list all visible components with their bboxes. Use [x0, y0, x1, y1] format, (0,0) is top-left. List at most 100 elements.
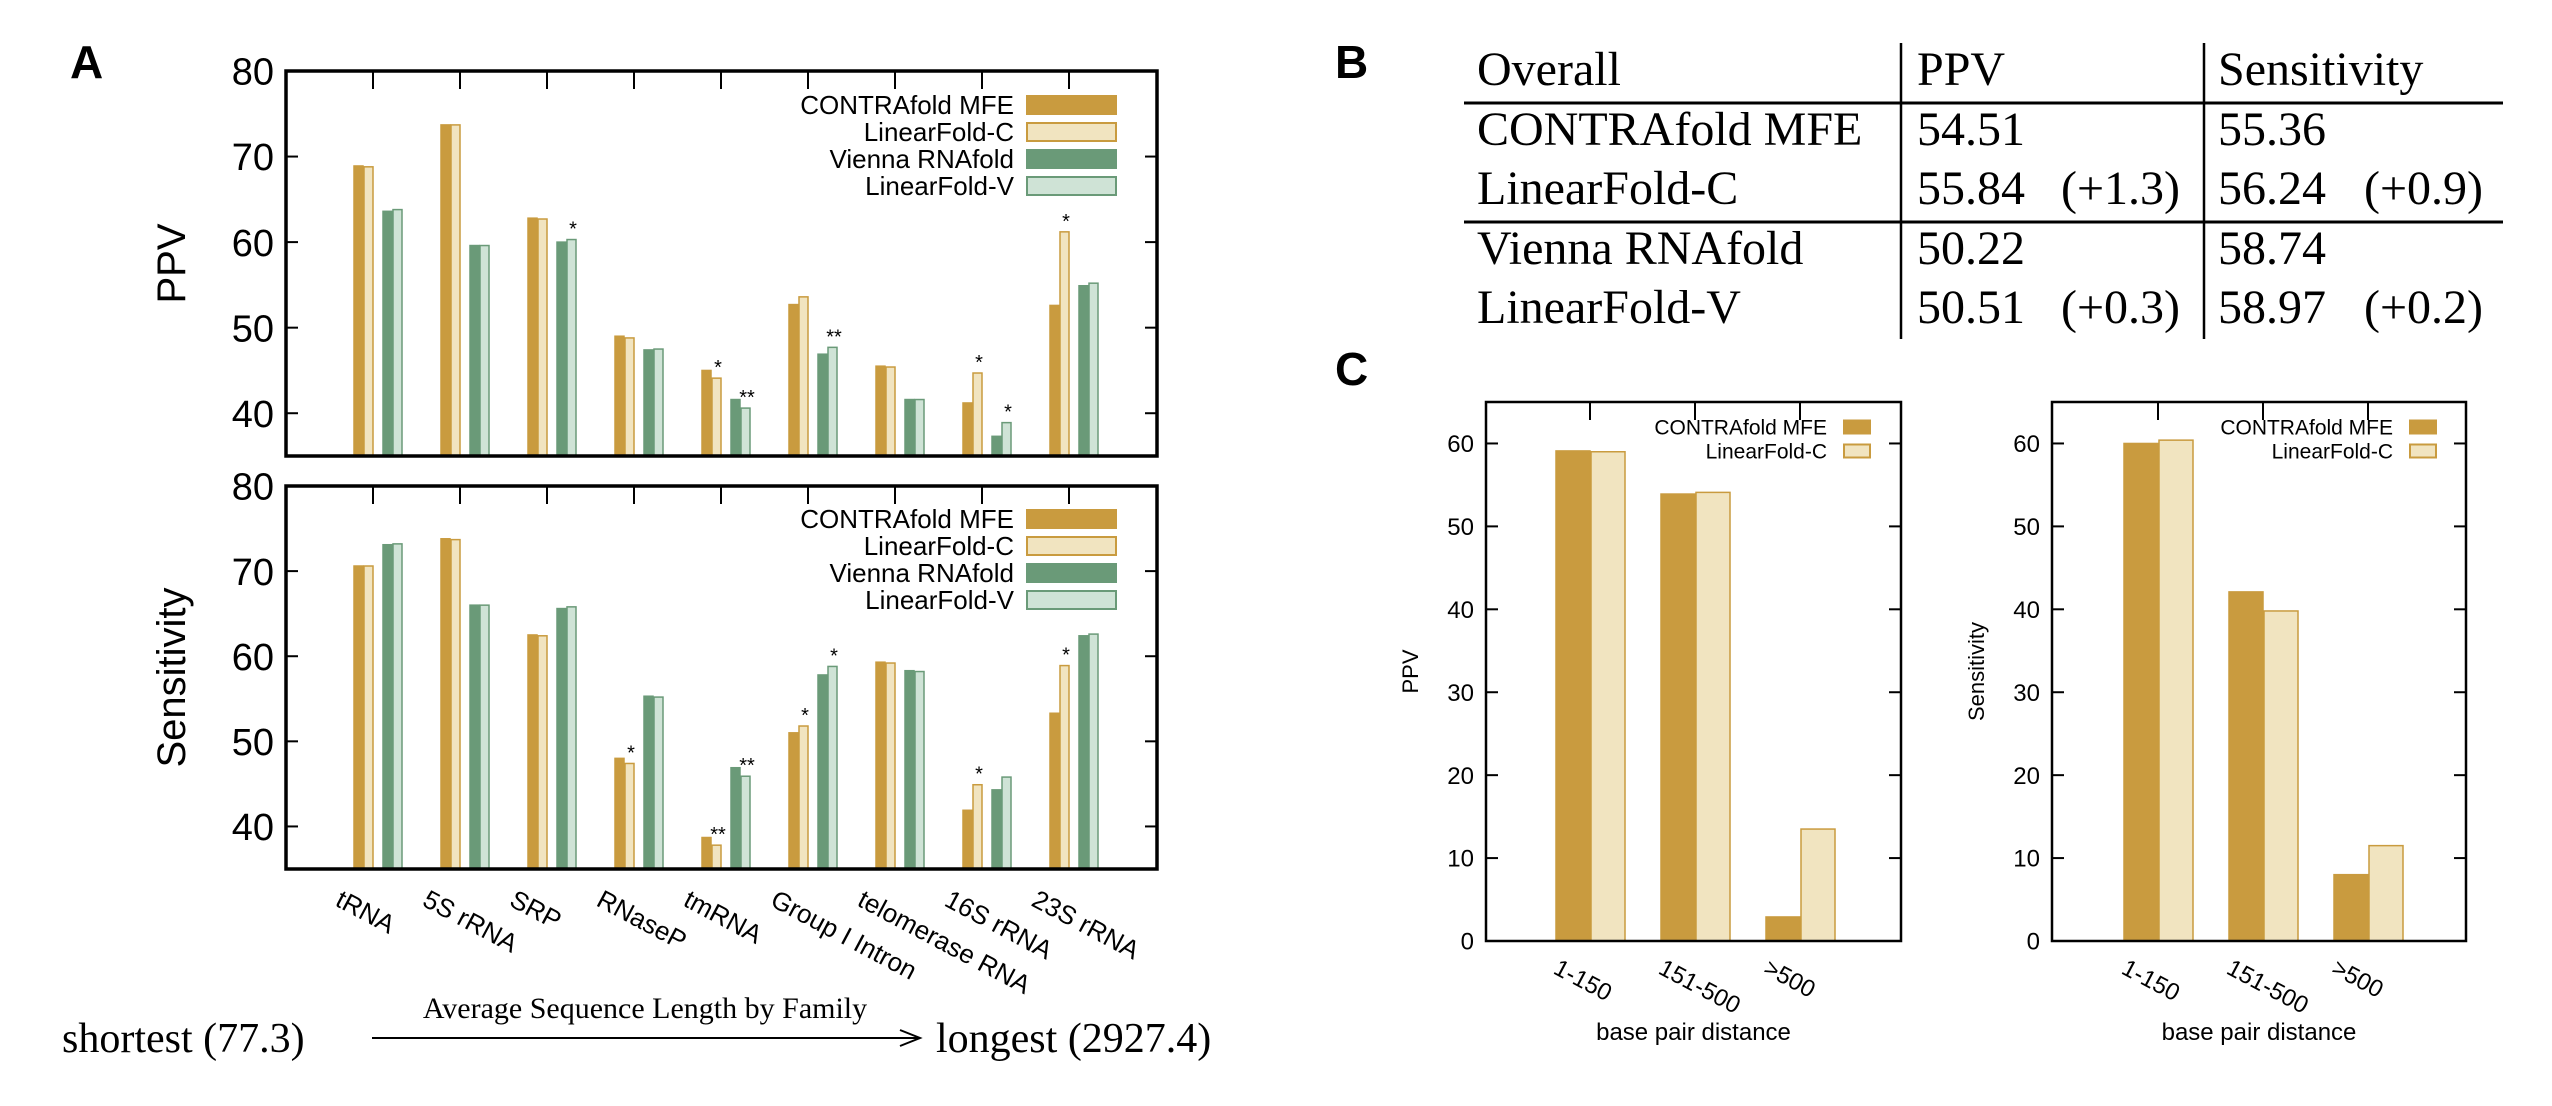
y-tick-label: 20 [2013, 763, 2040, 790]
bar [1078, 284, 1089, 457]
bar [353, 565, 364, 870]
shortest-label: shortest (77.3) [62, 1016, 305, 1062]
y-tick-label: 10 [1447, 846, 1474, 873]
legend-swatch [2409, 443, 2437, 459]
arrow-head-icon [899, 1029, 923, 1047]
bar [1088, 633, 1099, 870]
bar [392, 543, 403, 870]
x-tick-label: >500 [2327, 954, 2387, 1003]
legend-swatch [1843, 443, 1871, 459]
bar [740, 775, 751, 870]
bar [798, 296, 809, 457]
y-tick-label: 80 [232, 52, 274, 94]
legend-label: Vienna RNAfold [829, 558, 1014, 588]
significance-marker: * [801, 705, 809, 727]
bar [827, 346, 838, 457]
bar [740, 407, 751, 457]
bar [962, 809, 973, 870]
bar [363, 166, 374, 457]
ppv-value: 50.51 [1917, 281, 2025, 334]
overall-table: Overall PPV Sensitivity CONTRAfold MFE 5… [1464, 43, 2503, 339]
y-tick-label: 40 [1447, 597, 1474, 624]
bar [1049, 304, 1060, 457]
ppv-delta: (+1.3) [2061, 162, 2180, 215]
sensitivity-by-distance-chart: 0 10 20 30 40 50 60 1-150 151-500 >500 Sensitivity… [1964, 400, 2468, 1046]
y-axis-label: PPV [1398, 649, 1423, 693]
legend-label: CONTRAfold MFE [2220, 416, 2393, 439]
sequence-length-axis: shortest (77.3) Average Sequence Length … [62, 992, 1211, 1062]
significance-marker: * [714, 357, 722, 379]
y-tick-label: 0 [1461, 929, 1474, 956]
bar [1590, 451, 1626, 942]
ppv-value: 54.51 [1917, 103, 2025, 156]
y-tick-label: 70 [232, 137, 274, 179]
x-tick-label: Group I Intron [766, 884, 922, 986]
legend-label: LinearFold-C [1706, 440, 1827, 463]
method-name: LinearFold-C [1477, 162, 1738, 215]
significance-marker: ** [739, 387, 755, 409]
ppv-value: 55.84 [1917, 162, 2025, 215]
bar [1800, 828, 1836, 942]
bar [469, 604, 480, 870]
significance-marker: * [569, 219, 577, 241]
bar [1078, 635, 1089, 870]
significance-marker: * [975, 764, 983, 786]
legend-label: LinearFold-C [864, 531, 1014, 561]
legend-swatch [1026, 590, 1117, 610]
bar [991, 789, 1002, 870]
bar [2228, 591, 2264, 942]
panel-label-a: A [70, 36, 103, 88]
bar [363, 565, 374, 870]
x-tick-label: tRNA [331, 884, 401, 940]
method-name: CONTRAfold MFE [1477, 103, 1862, 156]
bar [1059, 231, 1070, 457]
legend-swatch [1026, 149, 1117, 169]
bar [730, 766, 741, 870]
sensitivity-value: 58.74 [2218, 222, 2326, 275]
significance-marker: * [975, 352, 983, 374]
bar [614, 757, 625, 870]
y-tick-label: 50 [1447, 514, 1474, 541]
length-caption: Average Sequence Length by Family [423, 992, 867, 1025]
bar [479, 604, 490, 870]
y-tick-label: 60 [232, 637, 274, 679]
legend-label: CONTRAfold MFE [1654, 416, 1827, 439]
legend-swatch [1026, 176, 1117, 196]
y-tick-label: 70 [232, 552, 274, 594]
x-tick-label: 5S rRNA [418, 884, 523, 959]
bar [875, 661, 886, 870]
table-row: CONTRAfold MFE 54.51 55.36 [1477, 103, 2326, 156]
significance-marker: ** [826, 326, 842, 348]
bar [711, 377, 722, 457]
y-tick-label: 50 [232, 722, 274, 764]
y-axis-label: Sensitivity [1964, 622, 1989, 721]
bar [817, 353, 828, 457]
bar [382, 210, 393, 457]
bar [556, 607, 567, 870]
panel-label-b: B [1335, 36, 1368, 88]
bar [537, 635, 548, 870]
legend-label: CONTRAfold MFE [800, 504, 1014, 534]
bar [1660, 493, 1696, 942]
bar [1695, 491, 1731, 942]
legend-swatch [2409, 419, 2437, 435]
bar [2333, 873, 2369, 942]
x-tick-label: tmRNA [679, 884, 768, 950]
method-name: LinearFold-V [1477, 281, 1741, 334]
bar [2368, 844, 2404, 942]
x-tick-label: >500 [1759, 954, 1819, 1003]
bar [353, 165, 364, 457]
bar [817, 674, 828, 870]
bar [440, 538, 451, 870]
y-tick-label: 40 [232, 807, 274, 849]
legend-label: LinearFold-C [864, 117, 1014, 147]
bar [2123, 442, 2159, 942]
bar [566, 606, 577, 870]
bar [440, 124, 451, 457]
significance-marker: ** [739, 755, 755, 777]
method-name: Vienna RNAfold [1477, 222, 1803, 275]
bar [914, 670, 925, 870]
